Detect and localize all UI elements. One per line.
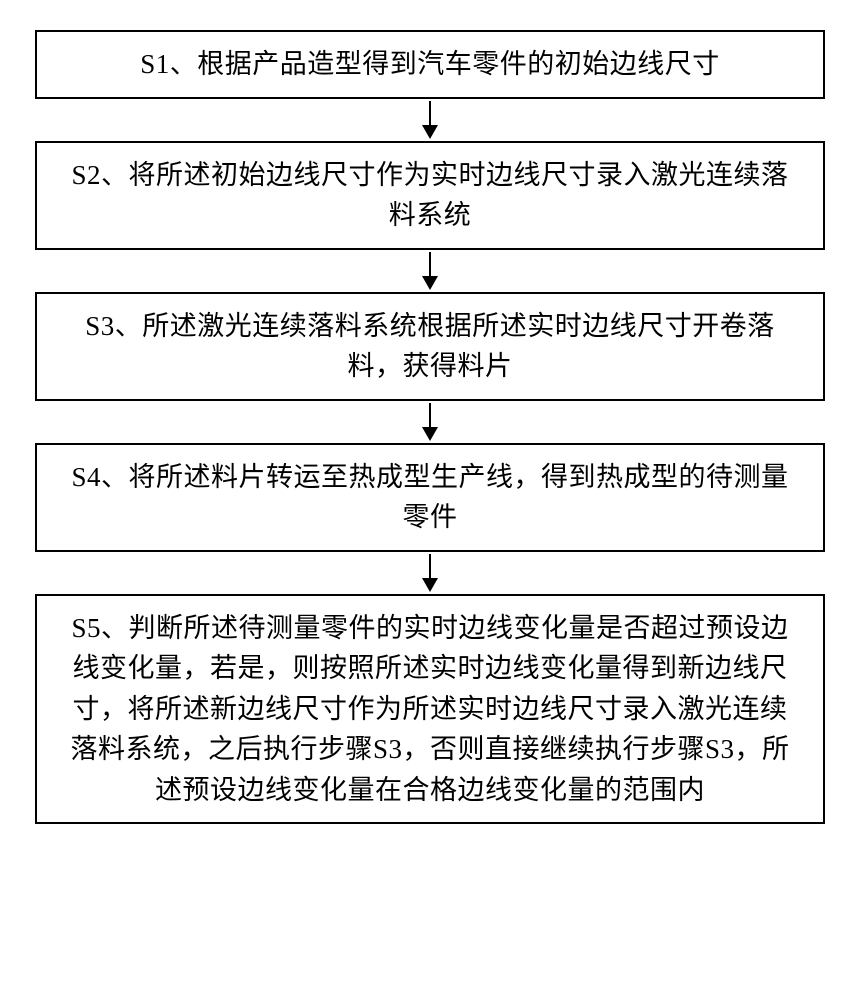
arrow-connector — [422, 401, 438, 443]
flow-step-s3: S3、所述激光连续落料系统根据所述实时边线尺寸开卷落料，获得料片 — [35, 292, 825, 401]
flow-step-s4: S4、将所述料片转运至热成型生产线，得到热成型的待测量零件 — [35, 443, 825, 552]
arrow-head-icon — [422, 125, 438, 139]
arrow-line — [429, 554, 431, 578]
arrow-connector — [422, 99, 438, 141]
arrow-head-icon — [422, 578, 438, 592]
arrow-line — [429, 101, 431, 125]
arrow-connector — [422, 552, 438, 594]
flow-step-s5: S5、判断所述待测量零件的实时边线变化量是否超过预设边线变化量，若是，则按照所述… — [35, 594, 825, 825]
arrow-line — [429, 403, 431, 427]
arrow-head-icon — [422, 427, 438, 441]
arrow-line — [429, 252, 431, 276]
arrow-connector — [422, 250, 438, 292]
flow-step-text: S2、将所述初始边线尺寸作为实时边线尺寸录入激光连续落料系统 — [59, 155, 801, 236]
flow-step-text: S5、判断所述待测量零件的实时边线变化量是否超过预设边线变化量，若是，则按照所述… — [59, 608, 801, 811]
flow-step-text: S1、根据产品造型得到汽车零件的初始边线尺寸 — [140, 44, 720, 85]
flow-step-text: S4、将所述料片转运至热成型生产线，得到热成型的待测量零件 — [59, 457, 801, 538]
flow-step-s2: S2、将所述初始边线尺寸作为实时边线尺寸录入激光连续落料系统 — [35, 141, 825, 250]
flow-step-text: S3、所述激光连续落料系统根据所述实时边线尺寸开卷落料，获得料片 — [59, 306, 801, 387]
flow-step-s1: S1、根据产品造型得到汽车零件的初始边线尺寸 — [35, 30, 825, 99]
arrow-head-icon — [422, 276, 438, 290]
